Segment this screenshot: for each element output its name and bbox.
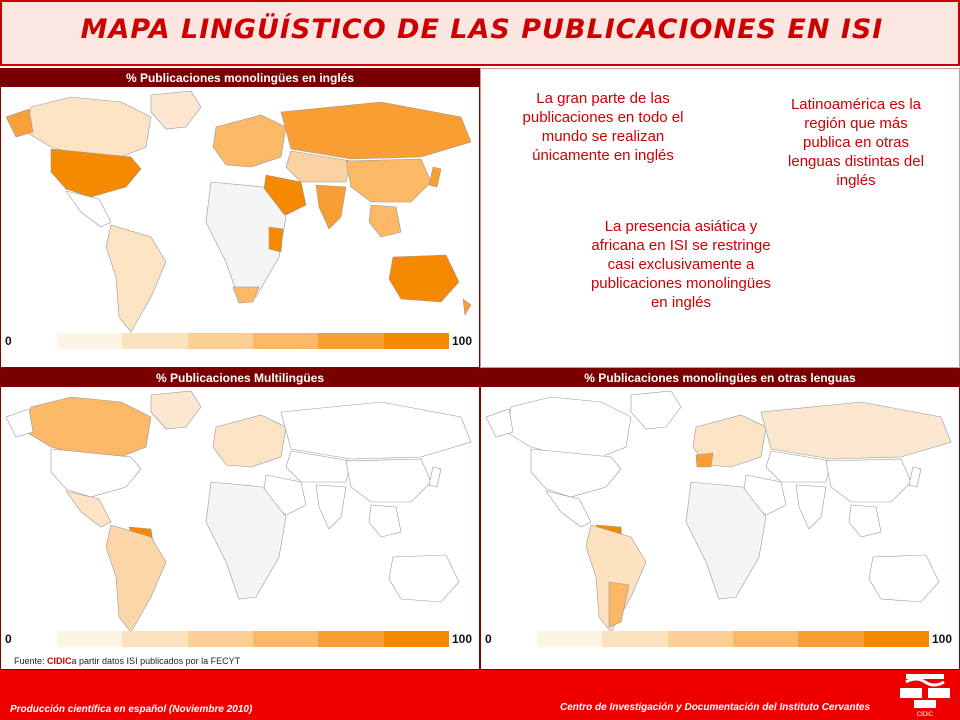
legend-color-scale (57, 333, 449, 349)
region-greenland (150, 390, 202, 430)
map-header-multilingual: % Publicaciones Multilingües (1, 369, 479, 387)
footer-left-text: Producción científica en español (Noviem… (10, 704, 253, 715)
map-header-other-languages: % Publicaciones monolingües en otras len… (481, 369, 959, 387)
region-china (345, 458, 432, 503)
region-alaska (5, 108, 34, 138)
legend-multilingual: 0 100 (1, 629, 479, 651)
map-panel-multilingual: % Publicaciones Multilingües 0 100 (0, 368, 480, 670)
title-bar: MAPA LINGÜÍSTICO DE LAS PUBLICACIONES EN… (0, 0, 960, 66)
region-mexico (65, 190, 112, 228)
legend-max-label: 100 (452, 334, 473, 348)
region-argentina (608, 581, 630, 628)
region-greenland (630, 390, 682, 430)
notes-panel: La gran parte de las publicaciones en to… (480, 68, 960, 368)
region-central-asia (285, 150, 352, 183)
region-japan (428, 166, 442, 188)
legend-min-label: 0 (485, 632, 492, 646)
region-south-africa (232, 286, 260, 304)
region-europe (212, 114, 287, 168)
world-map-other-languages (481, 387, 959, 637)
region-africa (205, 481, 287, 600)
map-panel-english: % Publicaciones monolingües en inglés (0, 68, 480, 368)
region-usa (530, 448, 622, 498)
region-australia (868, 554, 940, 603)
legend-other-languages: 0 100 (481, 629, 959, 651)
legend-min-label: 0 (5, 334, 12, 348)
region-central-asia (285, 450, 352, 483)
region-se-asia (848, 504, 882, 538)
source-prefix: Fuente: (14, 656, 48, 666)
region-china (345, 158, 432, 203)
region-russia (760, 401, 952, 460)
region-central-asia (765, 450, 832, 483)
legend-english: 0 100 (1, 331, 479, 353)
region-india (315, 484, 347, 530)
region-australia (388, 554, 460, 603)
region-africa (685, 481, 767, 600)
instituto-cervantes-logo: CIDIC (900, 674, 950, 718)
note-asia-africa: La presencia asiática y africana en ISI … (590, 218, 772, 311)
region-europe (212, 414, 287, 468)
region-south-america (105, 224, 167, 333)
region-china (825, 458, 912, 503)
legend-color-scale (537, 631, 929, 647)
region-russia (280, 101, 472, 160)
map-panel-other-languages: % Publicaciones monolingües en otras len… (480, 368, 960, 670)
legend-max-label: 100 (932, 632, 953, 646)
region-greenland (150, 90, 202, 130)
region-india (315, 184, 347, 230)
region-spain (695, 452, 714, 468)
region-africa (205, 181, 287, 300)
region-alaska (5, 408, 34, 438)
footer-right-text: Centro de Investigación y Documentación … (560, 702, 871, 713)
note-latin-america: Latinoamérica es la región que más publi… (788, 96, 924, 189)
region-se-asia (368, 504, 402, 538)
region-usa (50, 448, 142, 498)
world-map-multilingual (1, 387, 479, 637)
source-note: Fuente: CIDICa partir datos ISI publicad… (14, 656, 240, 666)
legend-max-label: 100 (452, 632, 473, 646)
region-usa (50, 148, 142, 198)
region-japan (908, 466, 922, 488)
region-japan (428, 466, 442, 488)
region-east-africa (268, 226, 284, 253)
source-rest: a partir datos ISI publicados por la FEC… (71, 656, 241, 666)
world-map-english (1, 87, 479, 337)
map-header-english: % Publicaciones monolingües en inglés (1, 69, 479, 87)
legend-color-scale (57, 631, 449, 647)
region-canada (25, 96, 152, 158)
legend-min-label: 0 (5, 632, 12, 646)
region-canada (25, 396, 152, 458)
region-se-asia (368, 204, 402, 238)
footer-bar: Producción científica en español (Noviem… (0, 670, 960, 720)
page-title: MAPA LINGÜÍSTICO DE LAS PUBLICACIONES EN… (80, 14, 884, 45)
source-org: CIDIC (47, 656, 72, 666)
logo-text: CIDIC (917, 712, 934, 718)
region-new-zealand (462, 298, 472, 316)
region-australia (388, 254, 460, 303)
region-mexico (65, 490, 112, 528)
note-english-majority: La gran parte de las publicaciones en to… (522, 90, 684, 164)
region-canada (505, 396, 632, 458)
region-russia (280, 401, 472, 460)
region-alaska (485, 408, 514, 438)
region-india (795, 484, 827, 530)
region-mexico (545, 490, 592, 528)
